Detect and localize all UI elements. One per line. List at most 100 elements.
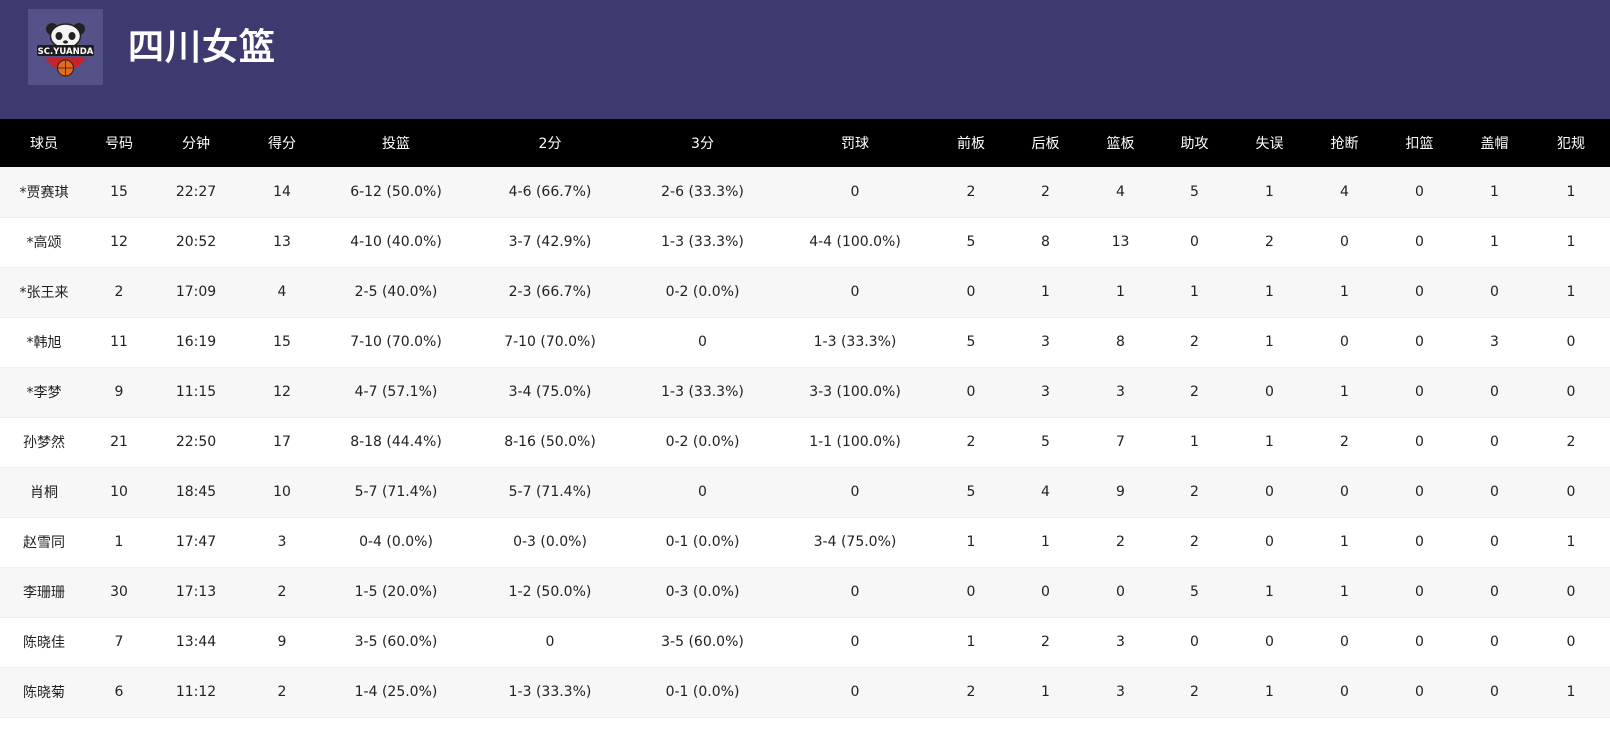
- column-header-fg: 投篮: [382, 136, 410, 152]
- cell-fg: 0-4 (0.0%): [322, 517, 470, 568]
- cell-number: 10: [88, 467, 150, 518]
- cell-minutes: 17:47: [150, 517, 242, 568]
- cell-reb: 7: [1084, 417, 1157, 468]
- cell-tov: 0: [1232, 367, 1307, 418]
- cell-foul: 0: [1532, 367, 1610, 418]
- column-header-tov: 失误: [1255, 136, 1284, 152]
- cell-blk: 0: [1457, 567, 1532, 618]
- cell-reb: 3: [1084, 367, 1157, 418]
- cell-minutes: 22:27: [150, 167, 242, 218]
- cell-foul: 1: [1532, 517, 1610, 568]
- table-row: *韩旭 11 16:19 15 7-10 (70.0%) 7-10 (70.0%) 0 1-3…: [0, 317, 1610, 368]
- column-header-points: 得分: [268, 136, 296, 152]
- cell-points: 15: [242, 317, 322, 368]
- cell-points: 2: [242, 567, 322, 618]
- table-header-row: 球员 号码 分钟 得分 投篮 2分 3分 罚球 前板 后板 篮板 助攻 失误 抢断 扣篮 盖帽 犯规: [0, 119, 1610, 167]
- cell-ast: 2: [1157, 517, 1232, 568]
- cell-blk: 1: [1457, 217, 1532, 268]
- cell-ft: 0: [775, 167, 935, 218]
- column-header-ft: 罚球: [841, 136, 869, 152]
- cell-blk: 0: [1457, 417, 1532, 468]
- column-header-stl: 抢断: [1330, 136, 1359, 152]
- cell-points: 12: [242, 367, 322, 418]
- cell-ast: 5: [1157, 567, 1232, 618]
- cell-foul: 1: [1532, 167, 1610, 218]
- cell-two-pt: 1-3 (33.3%): [470, 667, 630, 718]
- cell-player: 陈晓佳: [0, 617, 88, 668]
- cell-foul: 0: [1532, 567, 1610, 618]
- cell-dunk: 0: [1382, 567, 1457, 618]
- cell-ast: 1: [1157, 267, 1232, 318]
- cell-minutes: 17:13: [150, 567, 242, 618]
- cell-stl: 0: [1307, 317, 1382, 368]
- cell-three-pt: 3-5 (60.0%): [630, 617, 775, 668]
- table-row: *张王来 2 17:09 4 2-5 (40.0%) 2-3 (66.7%) 0-2 (0.…: [0, 267, 1610, 318]
- cell-blk: 0: [1457, 667, 1532, 718]
- cell-dunk: 0: [1382, 367, 1457, 418]
- cell-ast: 2: [1157, 317, 1232, 368]
- cell-three-pt: 2-6 (33.3%): [630, 167, 775, 218]
- cell-dunk: 0: [1382, 317, 1457, 368]
- cell-def-reb: 1: [1007, 267, 1084, 318]
- cell-off-reb: 0: [935, 567, 1007, 618]
- cell-off-reb: 1: [935, 617, 1007, 668]
- cell-ft: 4-4 (100.0%): [775, 217, 935, 268]
- cell-player: 李珊珊: [0, 567, 88, 618]
- cell-number: 30: [88, 567, 150, 618]
- cell-number: 2: [88, 267, 150, 318]
- cell-reb: 1: [1084, 267, 1157, 318]
- cell-stl: 1: [1307, 517, 1382, 568]
- cell-off-reb: 1: [935, 517, 1007, 568]
- svg-text:SC.YUANDA: SC.YUANDA: [38, 47, 94, 57]
- team-logo: SC.YUANDA: [28, 9, 103, 85]
- cell-player: *张王来: [0, 267, 88, 318]
- cell-ft: 0: [775, 617, 935, 668]
- column-header-three-pt: 3分: [691, 136, 714, 152]
- cell-number: 12: [88, 217, 150, 268]
- cell-foul: 1: [1532, 217, 1610, 268]
- cell-number: 15: [88, 167, 150, 218]
- cell-blk: 3: [1457, 317, 1532, 368]
- cell-tov: 0: [1232, 617, 1307, 668]
- cell-tov: 1: [1232, 567, 1307, 618]
- column-header-dunk: 扣篮: [1405, 136, 1434, 152]
- cell-minutes: 18:45: [150, 467, 242, 518]
- cell-tov: 0: [1232, 467, 1307, 518]
- cell-off-reb: 5: [935, 317, 1007, 368]
- cell-three-pt: 0: [630, 467, 775, 518]
- cell-dunk: 0: [1382, 417, 1457, 468]
- cell-tov: 1: [1232, 167, 1307, 218]
- cell-off-reb: 2: [935, 667, 1007, 718]
- column-header-minutes: 分钟: [182, 136, 210, 152]
- table-row: *高颂 12 20:52 13 4-10 (40.0%) 3-7 (42.9%) 1-3 (…: [0, 217, 1610, 268]
- cell-dunk: 0: [1382, 167, 1457, 218]
- cell-stl: 1: [1307, 367, 1382, 418]
- cell-reb: 13: [1084, 217, 1157, 268]
- cell-fg: 4-10 (40.0%): [322, 217, 470, 268]
- cell-points: 4: [242, 267, 322, 318]
- cell-fg: 5-7 (71.4%): [322, 467, 470, 518]
- panda-basketball-logo-icon: SC.YUANDA: [37, 23, 94, 77]
- cell-three-pt: 0-2 (0.0%): [630, 417, 775, 468]
- cell-player: 赵雪同: [0, 517, 88, 568]
- cell-dunk: 0: [1382, 267, 1457, 318]
- table-row: 赵雪同 1 17:47 3 0-4 (0.0%) 0-3 (0.0%) 0-1 (0.0%)…: [0, 517, 1610, 568]
- table-row: 孙梦然 21 22:50 17 8-18 (44.4%) 8-16 (50.0%) 0-2 …: [0, 417, 1610, 468]
- cell-ast: 2: [1157, 467, 1232, 518]
- cell-def-reb: 1: [1007, 517, 1084, 568]
- cell-blk: 0: [1457, 367, 1532, 418]
- cell-dunk: 0: [1382, 517, 1457, 568]
- cell-fg: 6-12 (50.0%): [322, 167, 470, 218]
- cell-two-pt: 1-2 (50.0%): [470, 567, 630, 618]
- cell-ft: 3-3 (100.0%): [775, 367, 935, 418]
- cell-off-reb: 2: [935, 167, 1007, 218]
- cell-fg: 4-7 (57.1%): [322, 367, 470, 418]
- cell-fg: 1-5 (20.0%): [322, 567, 470, 618]
- column-header-def-reb: 后板: [1031, 136, 1060, 152]
- cell-stl: 4: [1307, 167, 1382, 218]
- cell-points: 13: [242, 217, 322, 268]
- cell-minutes: 17:09: [150, 267, 242, 318]
- cell-number: 1: [88, 517, 150, 568]
- cell-foul: 0: [1532, 467, 1610, 518]
- cell-minutes: 22:50: [150, 417, 242, 468]
